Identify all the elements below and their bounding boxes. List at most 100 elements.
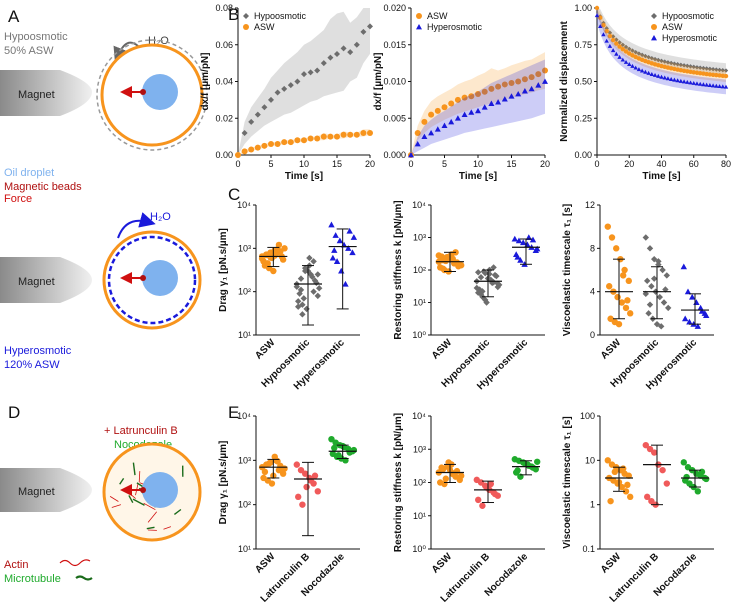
y-tick-label: 10³ bbox=[413, 444, 426, 454]
series-asw bbox=[594, 5, 729, 82]
data-point bbox=[698, 468, 706, 476]
data-point bbox=[615, 320, 623, 328]
data-point bbox=[659, 74, 664, 79]
data-point bbox=[421, 133, 428, 140]
y-tick-label: 10³ bbox=[238, 243, 251, 253]
legend-entry: Hyperosmotic bbox=[662, 33, 718, 43]
data-point bbox=[299, 311, 306, 318]
data-point bbox=[665, 304, 672, 312]
water-arrow-in bbox=[113, 41, 139, 64]
y-tick-label: 10⁴ bbox=[237, 411, 251, 421]
data-point bbox=[636, 67, 642, 72]
series-hyperosmotic bbox=[408, 59, 548, 158]
chart-c2: 10⁰ 10¹ 10² 10³ 10⁴ Restoring stiffness k [pN… bbox=[393, 200, 545, 392]
data-point bbox=[633, 49, 638, 55]
data-point bbox=[710, 72, 716, 77]
y-tick-label: 10¹ bbox=[238, 544, 251, 554]
data-point bbox=[338, 267, 345, 274]
data-point bbox=[610, 48, 616, 53]
data-point bbox=[454, 96, 461, 103]
y-tick-label: 10⁰ bbox=[412, 330, 426, 340]
data-point bbox=[475, 90, 481, 97]
category-label: ASW bbox=[253, 551, 278, 576]
data-point bbox=[542, 67, 548, 74]
microtubule-filament bbox=[128, 495, 134, 504]
data-point bbox=[683, 473, 690, 481]
data-point bbox=[241, 129, 248, 136]
data-point bbox=[601, 23, 606, 28]
data-point bbox=[360, 28, 367, 35]
data-point bbox=[644, 277, 651, 285]
data-point bbox=[723, 73, 729, 79]
y-axis-title: dx/f [µm/pN] bbox=[373, 53, 384, 111]
data-point bbox=[622, 488, 630, 495]
data-point bbox=[685, 69, 690, 74]
data-point bbox=[479, 502, 486, 509]
data-point bbox=[698, 70, 703, 76]
y-axis-title: Normalized displacement bbox=[559, 21, 570, 142]
data-point bbox=[694, 70, 700, 75]
data-point bbox=[274, 89, 281, 96]
data-point bbox=[475, 269, 482, 276]
magnet-shape-bottom bbox=[0, 257, 92, 303]
data-point bbox=[475, 496, 482, 504]
y-tick-label: 10⁴ bbox=[237, 200, 251, 210]
data-point bbox=[414, 140, 421, 147]
data-point bbox=[254, 144, 261, 151]
category-label: ASW bbox=[253, 337, 278, 362]
magnet-label: Magnet bbox=[18, 89, 55, 101]
legend-entry: ASW bbox=[254, 22, 275, 32]
chart-b1: 0.00 0.02 0.04 0.06 0.08 dx/f [µm/pN] 0 5 10 15 20… bbox=[200, 3, 375, 182]
data-point bbox=[689, 293, 696, 300]
group-hyperosmotic bbox=[680, 263, 710, 329]
y-tick-label: 0.1 bbox=[582, 544, 595, 554]
data-point bbox=[302, 470, 309, 477]
data-point bbox=[611, 468, 618, 476]
data-point bbox=[514, 467, 521, 474]
data-point bbox=[314, 135, 321, 142]
data-point bbox=[614, 51, 619, 56]
data-point bbox=[607, 43, 613, 48]
data-point bbox=[624, 297, 631, 304]
y-tick-label: 0.010 bbox=[383, 77, 406, 87]
data-point bbox=[685, 63, 690, 69]
data-point bbox=[604, 26, 609, 31]
data-point bbox=[297, 466, 305, 474]
data-point bbox=[301, 71, 307, 78]
data-point bbox=[698, 307, 706, 314]
data-point bbox=[651, 275, 658, 282]
y-tick-label: 10¹ bbox=[238, 330, 251, 340]
data-point bbox=[517, 257, 524, 263]
data-point bbox=[442, 475, 449, 482]
data-point bbox=[310, 288, 317, 295]
data-point bbox=[314, 271, 321, 278]
data-point bbox=[624, 481, 631, 489]
data-point bbox=[293, 283, 300, 290]
data-point bbox=[639, 52, 645, 58]
actin-filament bbox=[163, 526, 172, 530]
data-point bbox=[610, 34, 616, 39]
data-point bbox=[278, 466, 285, 473]
chart-b3: 0.00 0.25 0.50 0.75 1.00 Normalized displacem… bbox=[559, 3, 731, 182]
data-point bbox=[416, 13, 422, 19]
data-point bbox=[281, 139, 288, 146]
y-tick-label: 0.020 bbox=[383, 3, 406, 13]
data-point bbox=[623, 49, 629, 54]
category-label: ASW bbox=[430, 337, 455, 362]
data-point bbox=[295, 493, 302, 501]
data-point bbox=[694, 323, 701, 329]
y-tick-label: 10³ bbox=[413, 233, 426, 243]
hypo-label-1: Hypoosmotic bbox=[4, 31, 68, 43]
hyper-label-1: Hyperosmotic bbox=[4, 345, 72, 357]
y-tick-label: 10 bbox=[585, 455, 595, 465]
data-point bbox=[604, 28, 609, 34]
data-point bbox=[703, 475, 710, 483]
x-tick-label: 20 bbox=[365, 159, 375, 169]
data-point bbox=[346, 227, 353, 234]
magnetic-bead-bottom bbox=[140, 275, 146, 281]
y-tick-label: 10⁴ bbox=[412, 200, 426, 210]
data-point bbox=[508, 79, 515, 86]
